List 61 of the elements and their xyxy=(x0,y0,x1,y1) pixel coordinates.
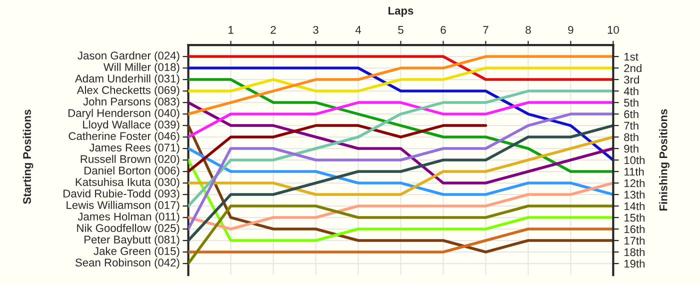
text: Adam Underhill (031) xyxy=(75,74,180,85)
line-series xyxy=(188,66,614,162)
x-tick-label: 4 xyxy=(355,26,362,34)
line-series xyxy=(188,78,614,173)
x-tick-label: 6 xyxy=(440,26,446,34)
line-series xyxy=(188,101,614,184)
y2-tick-label: 2nd xyxy=(624,64,642,72)
text: Katsuhisa Ikuta (030) xyxy=(76,178,180,188)
line-series xyxy=(188,182,614,230)
x-tick-label: 8 xyxy=(526,26,531,34)
x-tick-label: 5 xyxy=(398,26,404,34)
text: Jake Green (015) xyxy=(94,246,180,258)
text: Alex Checketts (069) xyxy=(76,86,180,96)
y2-tick-label: 4th xyxy=(624,87,638,96)
y2-tick-label: 7th xyxy=(624,122,638,130)
text: Daryl Henderson (040) xyxy=(68,108,180,120)
text: James Rees (071) xyxy=(89,143,180,154)
text: Starting Positions xyxy=(22,110,34,204)
line-series xyxy=(188,158,614,242)
y2-tick-label: 15th xyxy=(624,214,645,222)
y2-tick-label: 11th xyxy=(624,168,644,176)
x-tick-label: 2 xyxy=(270,26,276,34)
y2-tick-label: 16th xyxy=(624,225,645,234)
x-tick-label: 1 xyxy=(228,26,234,34)
line-series xyxy=(188,90,614,208)
text: Jason Gardner (024) xyxy=(78,51,180,62)
y2-tick-label: 14th xyxy=(624,202,645,210)
text: Russell Brown (020) xyxy=(80,154,180,166)
text: Nik Goodfellow (025) xyxy=(77,224,180,234)
text: Will Miller (018) xyxy=(103,62,180,74)
text: Lloyd Wallace (039) xyxy=(83,120,180,131)
y2-tick-label: 13th xyxy=(624,190,645,199)
y2-tick-label: 17th xyxy=(624,236,645,245)
line-series xyxy=(188,55,614,116)
text: Peter Baybutt (081) xyxy=(84,235,180,246)
x-tick-label: 7 xyxy=(483,26,488,34)
line-series xyxy=(188,147,614,196)
text: Catherine Foster (046) xyxy=(68,132,180,142)
text: John Parsons (083) xyxy=(83,97,180,108)
text: Lewis Williamson (017) xyxy=(66,200,180,212)
y2-tick-label: 8th xyxy=(624,133,638,142)
line-series xyxy=(188,136,614,196)
x-tick-label: 9 xyxy=(568,26,574,34)
text: James Holman (011) xyxy=(78,212,180,223)
y2-tick-label: 6th xyxy=(624,110,638,118)
x-axis-title: Laps xyxy=(388,6,414,17)
y2-tick-label: 9th xyxy=(624,144,638,153)
text: David Rubie-Todd (093) xyxy=(64,189,180,200)
x-tick-label: 10 xyxy=(608,26,619,34)
y2-tick-label: 3rd xyxy=(624,76,639,84)
text: Sean Robinson (042) xyxy=(75,258,180,269)
text: Daniel Borton (006) xyxy=(84,166,180,177)
y2-axis-title: Finishing Positions xyxy=(659,109,670,211)
y2-tick-label: 10th xyxy=(624,156,645,164)
y2-tick-label: 5th xyxy=(624,98,638,107)
line-series xyxy=(188,112,614,230)
x-tick-label: 3 xyxy=(313,26,318,34)
y2-tick-label: 12th xyxy=(624,179,645,188)
y2-tick-label: 19th xyxy=(624,260,645,268)
y2-tick-label: 1st xyxy=(624,52,638,61)
y2-tick-label: 18th xyxy=(624,248,645,256)
